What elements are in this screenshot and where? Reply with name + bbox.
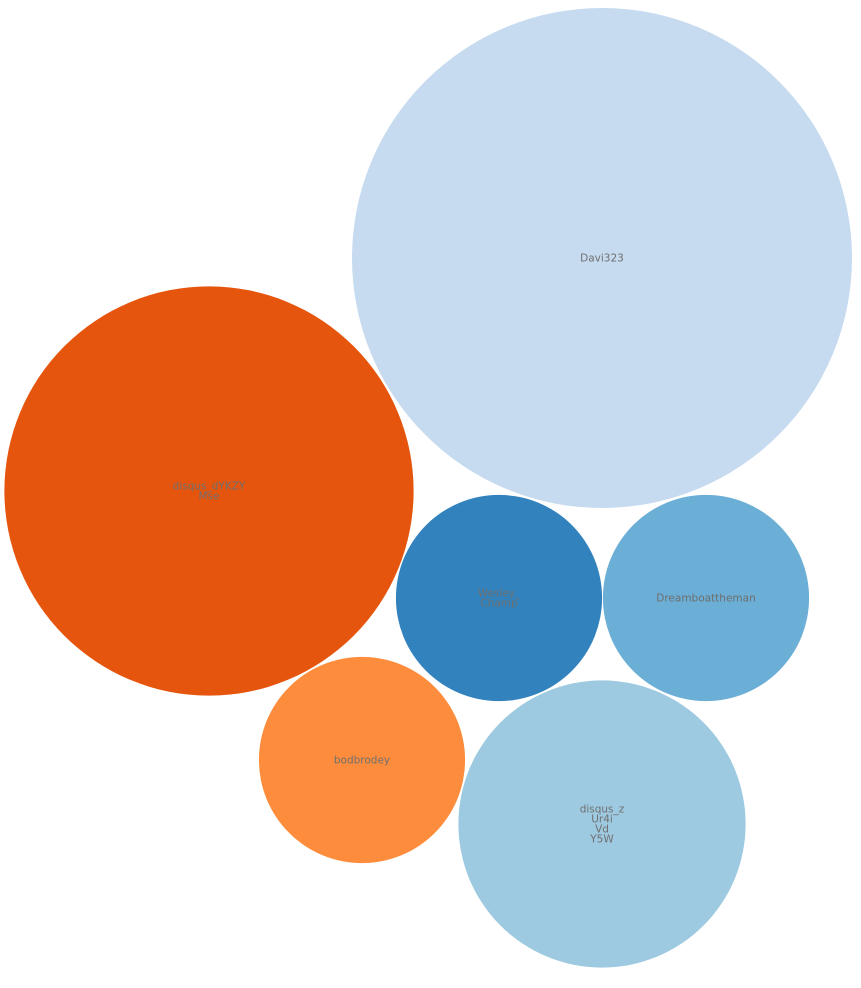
- bubble[interactable]: [258, 656, 466, 864]
- bubble-label-line: Champ: [480, 598, 518, 610]
- bubble-label: disqus_dYKZY Mse: [173, 481, 246, 503]
- bubble-label-line: Wesley_: [478, 588, 521, 600]
- bubble-label: disqus_z Ur4i Vd Y5W: [580, 804, 625, 846]
- bubble-label: Wesley_ Champ: [478, 588, 521, 610]
- bubble-group[interactable]: Dreamboattheman: [602, 494, 810, 702]
- bubble-label-line: disqus_z: [580, 804, 625, 816]
- bubble-group[interactable]: Davi323: [352, 8, 852, 508]
- bubble[interactable]: [395, 494, 603, 702]
- bubble-label-line: bodbrodey: [334, 755, 390, 767]
- bubble-label-line: Ur4i: [591, 814, 613, 826]
- bubble-group[interactable]: Wesley_ Champ: [395, 494, 603, 702]
- bubble-label-line: Davi323: [580, 253, 624, 265]
- bubble[interactable]: [458, 680, 746, 968]
- bubble-label-line: Vd: [595, 824, 609, 836]
- bubble-label: Davi323: [580, 253, 624, 265]
- bubble-group[interactable]: disqus_dYKZY Mse: [4, 286, 414, 696]
- bubble-label-line: Dreamboattheman: [656, 593, 755, 605]
- bubble-label-line: Y5W: [589, 834, 614, 846]
- bubble-label-line: Mse: [199, 491, 220, 503]
- bubble-label: bodbrodey: [334, 755, 390, 767]
- bubble[interactable]: [4, 286, 414, 696]
- bubble-label: Dreamboattheman: [656, 593, 755, 605]
- bubble[interactable]: [602, 494, 810, 702]
- bubble-group[interactable]: disqus_z Ur4i Vd Y5W: [458, 680, 746, 968]
- bubble-group[interactable]: bodbrodey: [258, 656, 466, 864]
- bubble[interactable]: [352, 8, 852, 508]
- bubble-label-line: disqus_dYKZY: [173, 481, 246, 493]
